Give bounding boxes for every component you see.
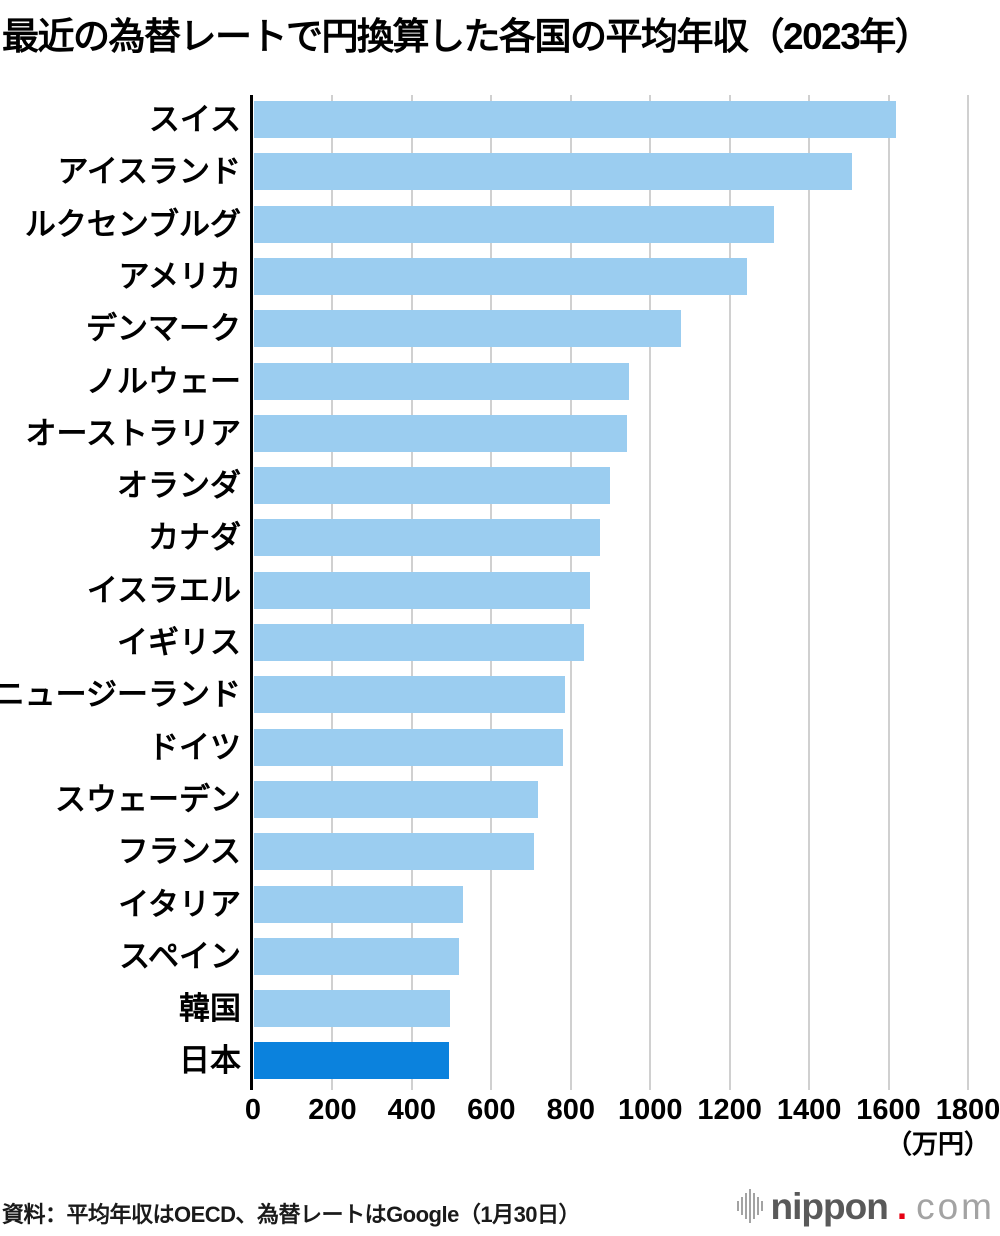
bar (254, 990, 451, 1028)
bar-chart-plot-area (250, 95, 969, 1090)
logo-text-com: com (916, 1185, 995, 1227)
category-label: ニュージーランド (0, 677, 241, 713)
bar (254, 937, 459, 975)
category-label: イスラエル (86, 572, 241, 608)
bar (254, 519, 600, 557)
x-tick-label: 0 (244, 1094, 262, 1126)
bar (254, 101, 896, 138)
category-label: オーストラリア (25, 415, 241, 451)
bar (254, 885, 463, 923)
category-label: アイスランド (57, 154, 241, 190)
category-label: アメリカ (118, 258, 241, 294)
category-label: スイス (148, 102, 241, 137)
x-tick-label: 200 (308, 1094, 357, 1126)
category-axis: スイスアイスランドルクセンブルグアメリカデンマークノルウェーオーストラリアオラン… (0, 95, 241, 1090)
gridline (808, 95, 811, 1090)
x-axis-unit-label: （万円） (885, 1129, 990, 1159)
category-label: イギリス (117, 625, 241, 660)
bar (254, 571, 590, 609)
bar (254, 467, 610, 505)
bar (254, 310, 681, 348)
gridline (649, 95, 652, 1090)
logo-text-nippon: nippon (770, 1185, 889, 1227)
category-label: ドイツ (148, 729, 241, 765)
category-label: デンマーク (86, 311, 241, 347)
logo-red-dot: . (896, 1185, 908, 1227)
source-note: 資料：平均年収はOECD、為替レートはGoogle（1月30日） (2, 1202, 581, 1227)
x-tick-label: 1200 (697, 1094, 762, 1126)
bar (254, 728, 564, 766)
y-axis-line (250, 95, 253, 1090)
x-tick-label: 1600 (856, 1094, 921, 1126)
gridline (887, 95, 890, 1090)
x-tick-label: 1800 (935, 1094, 1000, 1126)
category-label: イタリア (118, 886, 241, 922)
bar (254, 780, 538, 818)
category-label: スウェーデン (55, 781, 241, 817)
gridline (728, 95, 731, 1090)
nippon-com-logo: nippon. com (736, 1185, 995, 1227)
x-tick-label: 1000 (617, 1094, 683, 1126)
category-label: カナダ (148, 520, 241, 556)
x-tick-label: 1400 (776, 1094, 842, 1126)
category-label: フランス (117, 834, 241, 870)
bar (254, 362, 630, 400)
bar (254, 414, 628, 452)
category-label: ルクセンブルグ (24, 206, 241, 242)
bar (254, 833, 535, 871)
category-label: スペイン (119, 938, 241, 974)
soundwave-bars-icon (736, 1189, 763, 1223)
chart-title: 最近の為替レートで円換算した各国の平均年収（2023年） (2, 16, 932, 57)
bar (254, 205, 775, 243)
x-tick-label: 400 (387, 1094, 437, 1126)
category-label: 韓国 (179, 991, 241, 1027)
bar (254, 153, 852, 191)
category-label: 日本 (179, 1043, 241, 1079)
x-tick-label: 600 (467, 1094, 516, 1126)
bar (254, 1042, 450, 1080)
bar (254, 624, 584, 661)
category-label: ノルウェー (86, 363, 241, 399)
bar (254, 257, 747, 295)
x-tick-label: 800 (546, 1094, 595, 1126)
gridline (967, 95, 969, 1090)
bar (254, 676, 565, 714)
category-label: オランダ (117, 468, 241, 504)
